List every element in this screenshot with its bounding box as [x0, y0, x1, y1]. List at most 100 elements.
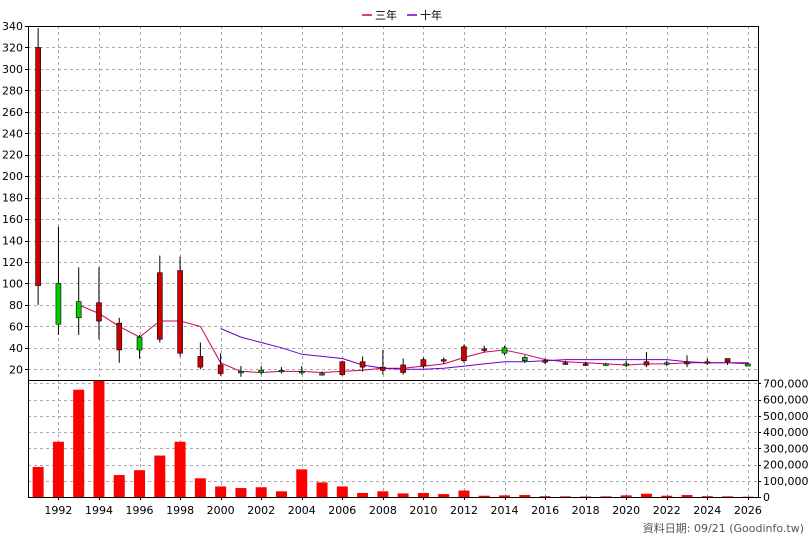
volume-bar: [194, 478, 206, 497]
volume-bar: [417, 492, 429, 497]
volume-bar: [438, 494, 450, 497]
ma-line-ten-year: [220, 328, 748, 370]
volume-bar: [235, 488, 247, 497]
volume-tick-label: 200,000: [763, 459, 808, 472]
candle-body: [116, 322, 123, 351]
volume-bar: [722, 496, 734, 497]
volume-bar: [336, 486, 348, 497]
x-tick-label: 1992: [44, 504, 72, 517]
volume-bar: [519, 495, 531, 497]
x-tick-label: 2024: [693, 504, 721, 517]
volume-tick-label: 0: [763, 491, 770, 504]
volume-bar: [701, 496, 713, 497]
volume-tick-label: 400,000: [763, 426, 808, 439]
volume-bar: [559, 496, 571, 497]
candle-body: [461, 346, 467, 361]
volume-bar: [215, 486, 227, 497]
x-tick-label: 1996: [126, 504, 154, 517]
volume-bar: [600, 496, 612, 497]
candle-body: [359, 361, 366, 368]
x-tick-label: 2016: [531, 504, 559, 517]
x-tick-label: 2014: [491, 504, 519, 517]
volume-bar: [640, 493, 652, 497]
x-tick-label: 2008: [369, 504, 397, 517]
x-tick-label: 2006: [328, 504, 356, 517]
candle-body: [643, 361, 650, 366]
candlesticks: [35, 28, 751, 377]
candle-body: [501, 347, 508, 354]
price-tick-label: 200: [2, 170, 23, 183]
x-tick-label: 2002: [247, 504, 275, 517]
volume-bar: [742, 496, 754, 498]
x-tick-label: 2012: [450, 504, 478, 517]
candle-body: [157, 272, 163, 340]
candle-body: [75, 301, 82, 319]
volume-bar: [397, 493, 409, 497]
volume-bar: [32, 466, 44, 497]
price-tick-label: 300: [2, 63, 23, 76]
volume-bar: [681, 495, 693, 497]
price-tick-label: 220: [2, 149, 23, 162]
volume-tick-label: 600,000: [763, 394, 808, 407]
price-tick-label: 80: [9, 299, 23, 312]
volume-tick-label: 700,000: [763, 377, 808, 390]
price-axis: 20 40 60 80 100 120 140 160 180 200 220 240 260 280 30…: [2, 20, 28, 376]
candle-body: [278, 370, 285, 373]
volume-bar: [478, 495, 490, 497]
volume-bar: [357, 492, 369, 497]
price-tick-label: 100: [2, 277, 23, 290]
price-tick-label: 280: [2, 84, 23, 97]
volume-bar: [174, 441, 186, 497]
candle-body: [319, 373, 325, 376]
candle-body: [96, 302, 102, 322]
legend-label-three-year: 三年: [375, 8, 397, 22]
volume-bar: [620, 495, 632, 497]
price-tick-label: 240: [2, 127, 23, 140]
volume-bar: [661, 495, 673, 497]
price-tick-label: 160: [2, 213, 23, 226]
x-tick-label: 2026: [734, 504, 762, 517]
candle-body: [542, 360, 548, 363]
plot-frames: [28, 26, 759, 498]
volume-bar: [154, 455, 166, 497]
candle-body: [55, 283, 62, 325]
volume-bar: [499, 495, 511, 497]
volume-bar: [296, 469, 308, 497]
candle-body: [481, 348, 488, 351]
x-tick-label: 1998: [166, 504, 194, 517]
price-tick-label: 140: [2, 235, 23, 248]
grid-lines: [28, 26, 758, 498]
volume-bar: [377, 491, 389, 497]
price-tick-label: 320: [2, 41, 23, 54]
volume-bar: [93, 380, 105, 497]
candle-body: [177, 270, 183, 354]
volume-bars: [32, 380, 754, 498]
candle-body: [562, 362, 569, 365]
price-tick-label: 180: [2, 192, 23, 205]
volume-bar: [52, 441, 64, 497]
volume-bar: [134, 470, 146, 497]
x-tick-label: 2010: [409, 504, 437, 517]
x-tick-label: 1994: [85, 504, 113, 517]
candle-body: [623, 363, 629, 366]
price-tick-label: 120: [2, 256, 23, 269]
candle-body: [339, 361, 346, 375]
candle-body: [522, 357, 528, 361]
legend-label-ten-year: 十年: [420, 8, 442, 22]
x-axis: 1992 1994 1996 1998 2000 2002 2004 2006 2008 2010…: [44, 497, 762, 517]
volume-bar: [255, 487, 267, 497]
data-date-footer: 資料日期: 09/21 (Goodinfo.tw): [643, 521, 804, 535]
candle-body: [217, 364, 224, 374]
x-tick-label: 2004: [288, 504, 316, 517]
volume-bar: [316, 482, 328, 497]
candle-body: [136, 336, 143, 351]
candle-body: [380, 366, 386, 371]
candle-body: [704, 361, 711, 364]
volume-bar: [458, 490, 470, 497]
candle-body: [400, 364, 406, 373]
volume-bar: [539, 496, 551, 497]
candle-body: [197, 356, 204, 368]
candle-body: [35, 47, 41, 286]
candle-body: [582, 363, 589, 366]
candle-body: [298, 371, 305, 374]
